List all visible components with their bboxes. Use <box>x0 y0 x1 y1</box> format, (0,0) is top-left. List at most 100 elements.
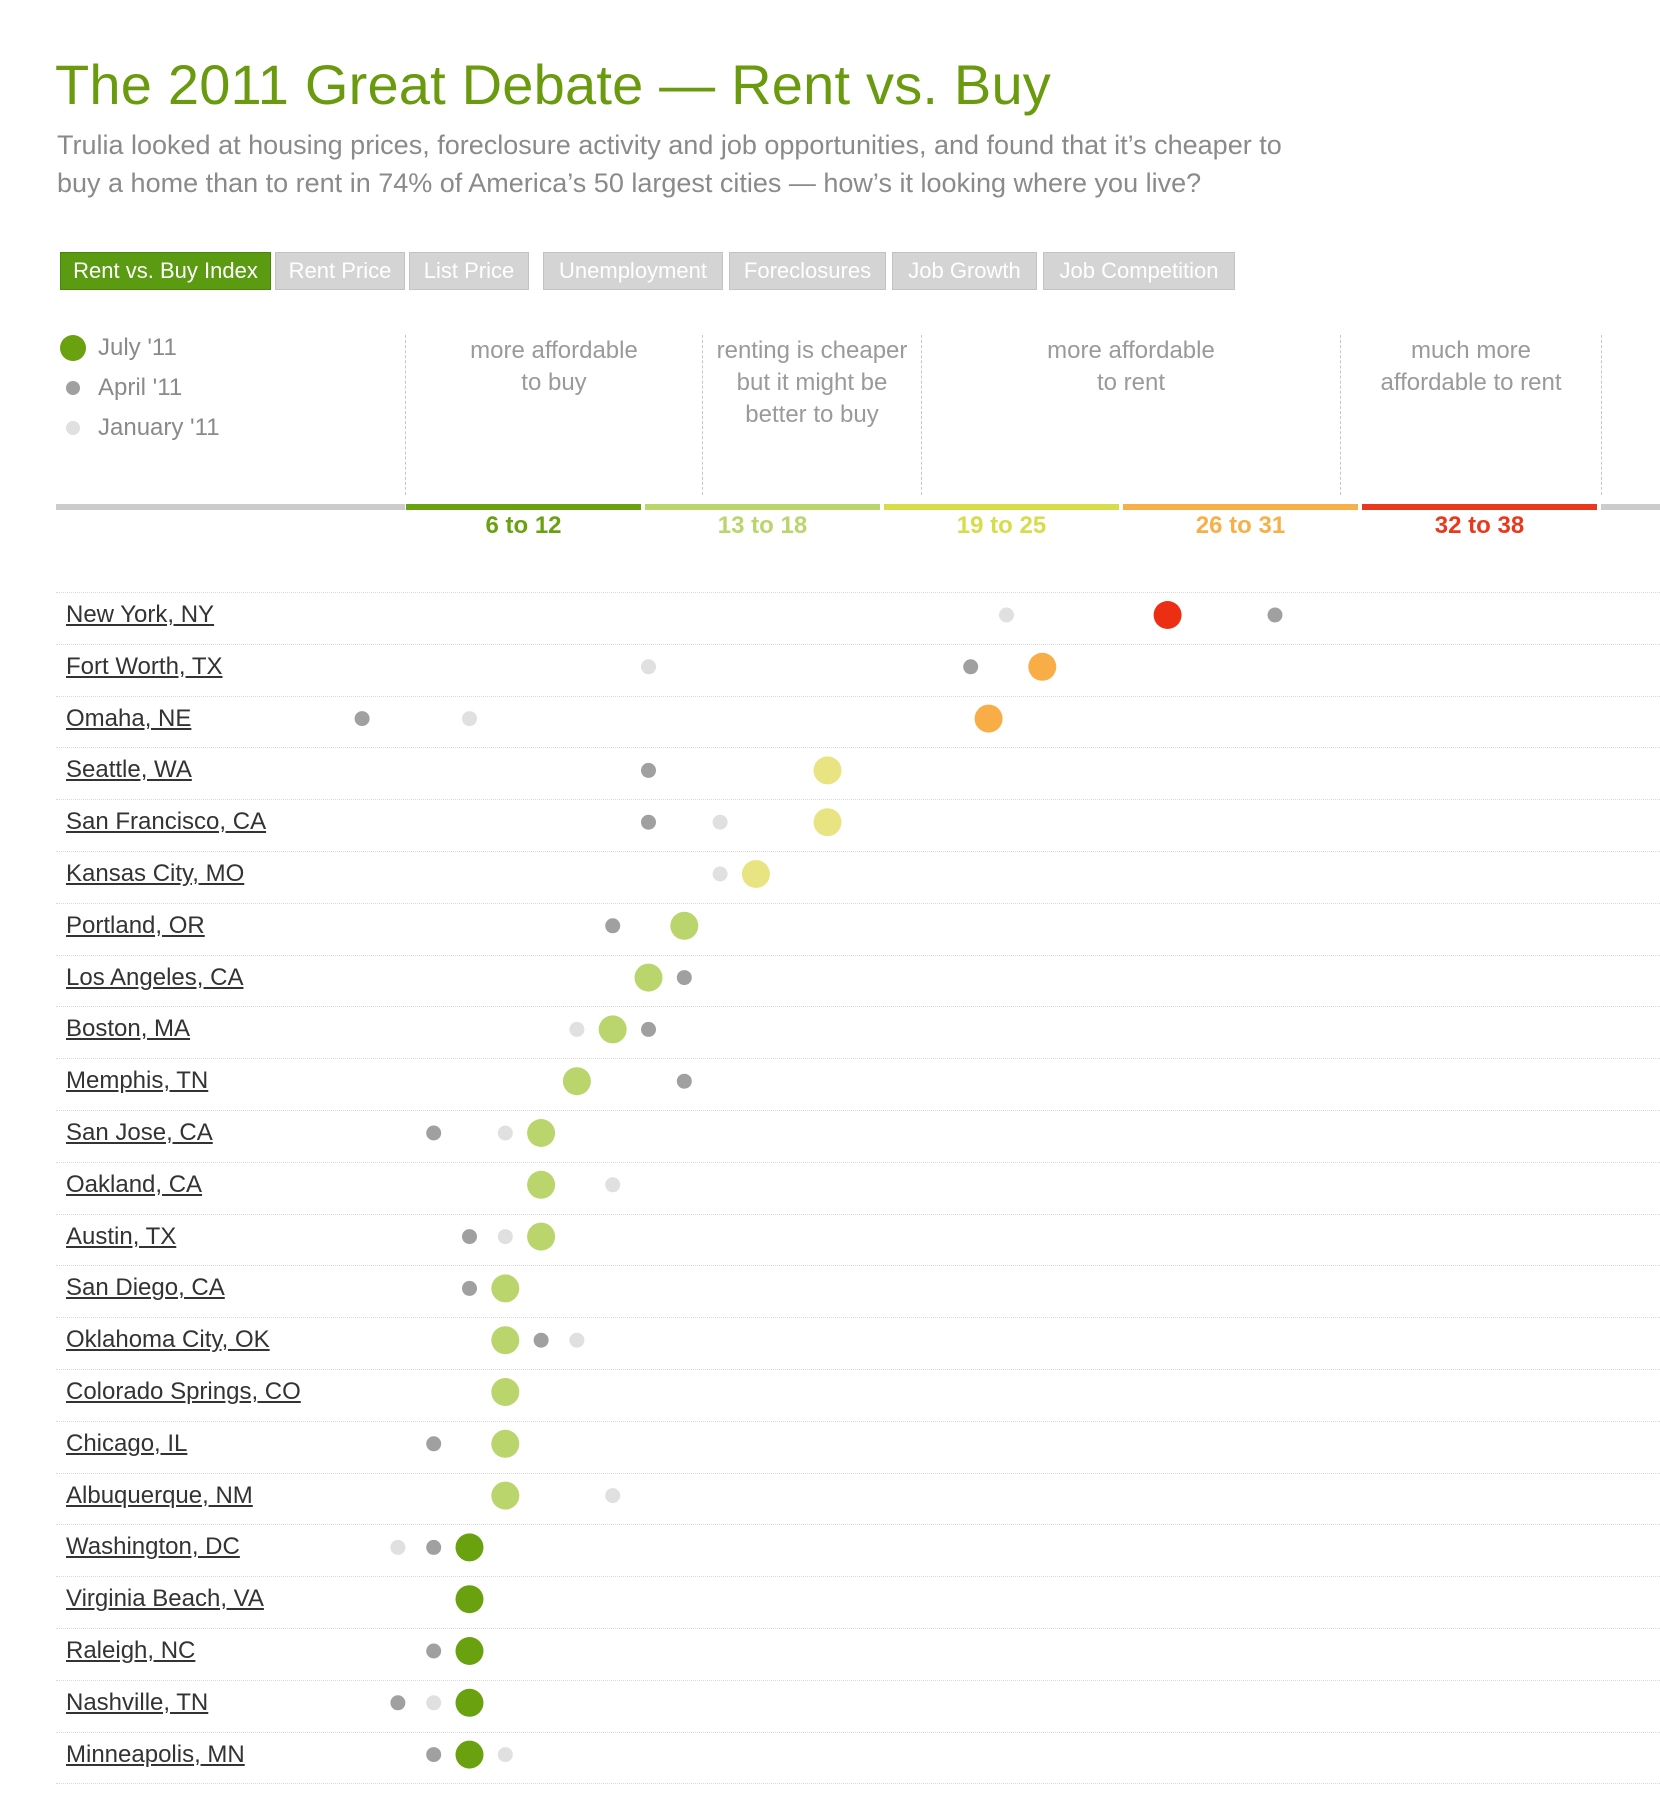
point-april-san-francisco-ca[interactable] <box>641 814 656 830</box>
city-link-omaha-ne[interactable]: Omaha, NE <box>66 704 192 732</box>
category-label-line: but it might be <box>736 369 888 396</box>
point-july-colorado-springs-co[interactable] <box>491 1378 520 1406</box>
point-april-oklahoma-city-ok[interactable] <box>533 1332 549 1348</box>
point-april-omaha-ne[interactable] <box>354 711 370 727</box>
point-april-memphis-tn[interactable] <box>676 1073 692 1089</box>
point-january-oklahoma-city-ok[interactable] <box>569 1332 585 1348</box>
point-april-san-jose-ca[interactable] <box>426 1125 442 1141</box>
point-july-austin-tx[interactable] <box>527 1222 556 1251</box>
point-january-minneapolis-mn[interactable] <box>497 1747 513 1763</box>
point-april-new-york-ny[interactable] <box>1267 607 1283 623</box>
city-link-minneapolis-mn[interactable]: Minneapolis, MN <box>66 1740 245 1768</box>
point-april-austin-tx[interactable] <box>462 1229 477 1245</box>
point-july-los-angeles-ca[interactable] <box>634 963 663 992</box>
city-link-raleigh-nc[interactable]: Raleigh, NC <box>66 1637 196 1664</box>
point-april-washington-dc[interactable] <box>426 1539 442 1555</box>
city-link-memphis-tn[interactable]: Memphis, TN <box>66 1067 209 1095</box>
point-january-fort-worth-tx[interactable] <box>641 659 656 675</box>
point-july-boston-ma[interactable] <box>598 1015 627 1044</box>
point-january-omaha-ne[interactable] <box>462 711 477 727</box>
row-divider <box>56 1576 1660 1578</box>
tab-unemployment[interactable]: Unemployment <box>543 252 723 290</box>
city-link-colorado-springs-co[interactable]: Colorado Springs, CO <box>66 1378 301 1405</box>
tab-rent-price[interactable]: Rent Price <box>275 252 405 290</box>
city-link-portland-or[interactable]: Portland, OR <box>66 911 205 939</box>
city-link-nashville-tn[interactable]: Nashville, TN <box>66 1688 209 1716</box>
point-april-san-diego-ca[interactable] <box>462 1280 477 1296</box>
row-divider <box>56 643 1660 645</box>
point-january-san-jose-ca[interactable] <box>497 1125 513 1141</box>
range-label-19-25: 19 to 25 <box>956 512 1047 539</box>
range-label-32-38: 32 to 38 <box>1434 512 1525 539</box>
city-link-chicago-il[interactable]: Chicago, IL <box>66 1429 188 1457</box>
point-july-raleigh-nc[interactable] <box>455 1637 484 1665</box>
point-july-memphis-tn[interactable] <box>562 1067 591 1096</box>
city-link-washington-dc[interactable]: Washington, DC <box>66 1533 240 1561</box>
point-april-chicago-il[interactable] <box>426 1436 442 1452</box>
city-link-seattle-wa[interactable]: Seattle, WA <box>66 756 192 784</box>
point-july-new-york-ny[interactable] <box>1153 601 1182 629</box>
city-link-san-diego-ca[interactable]: San Diego, CA <box>66 1274 225 1302</box>
point-july-san-francisco-ca[interactable] <box>813 808 842 837</box>
point-july-chicago-il[interactable] <box>491 1429 520 1458</box>
tab-list-price[interactable]: List Price <box>409 252 529 290</box>
page-subtitle: Trulia looked at housing prices, foreclo… <box>57 126 1457 202</box>
point-april-minneapolis-mn[interactable] <box>426 1747 442 1763</box>
point-july-virginia-beach-va[interactable] <box>455 1585 484 1614</box>
point-july-minneapolis-mn[interactable] <box>455 1740 484 1769</box>
point-april-portland-or[interactable] <box>605 918 621 934</box>
point-april-raleigh-nc[interactable] <box>426 1643 442 1659</box>
point-july-oklahoma-city-ok[interactable] <box>491 1326 520 1355</box>
point-july-seattle-wa[interactable] <box>813 756 842 785</box>
row-divider <box>56 1317 1660 1319</box>
point-april-nashville-tn[interactable] <box>390 1695 406 1711</box>
point-july-san-jose-ca[interactable] <box>527 1119 556 1147</box>
point-january-boston-ma[interactable] <box>569 1021 585 1037</box>
category-label-line: better to buy <box>745 401 879 428</box>
city-link-kansas-city-mo[interactable]: Kansas City, MO <box>66 860 245 887</box>
category-label-line: much more <box>1410 337 1532 364</box>
city-link-fort-worth-tx[interactable]: Fort Worth, TX <box>66 652 223 680</box>
row-divider <box>56 1679 1660 1681</box>
point-july-portland-or[interactable] <box>670 911 699 940</box>
point-april-seattle-wa[interactable] <box>641 762 656 778</box>
row-divider <box>56 1161 1660 1163</box>
point-july-albuquerque-nm[interactable] <box>491 1481 520 1510</box>
city-link-boston-ma[interactable]: Boston, MA <box>66 1015 191 1043</box>
point-april-fort-worth-tx[interactable] <box>963 659 979 675</box>
city-link-san-francisco-ca[interactable]: San Francisco, CA <box>66 808 267 836</box>
point-january-new-york-ny[interactable] <box>999 607 1014 623</box>
point-january-san-francisco-ca[interactable] <box>712 814 728 830</box>
city-link-albuquerque-nm[interactable]: Albuquerque, NM <box>66 1481 253 1509</box>
tab-rent-vs-buy-index[interactable]: Rent vs. Buy Index <box>60 252 271 290</box>
tab-foreclosures[interactable]: Foreclosures <box>729 252 886 290</box>
point-july-nashville-tn[interactable] <box>455 1688 484 1717</box>
point-january-albuquerque-nm[interactable] <box>605 1488 621 1504</box>
point-january-nashville-tn[interactable] <box>426 1695 442 1711</box>
tab-job-growth[interactable]: Job Growth <box>892 252 1037 290</box>
point-april-los-angeles-ca[interactable] <box>676 970 692 986</box>
tab-job-competition[interactable]: Job Competition <box>1043 252 1235 290</box>
row-divider <box>56 1420 1660 1422</box>
city-link-san-jose-ca[interactable]: San Jose, CA <box>66 1119 213 1146</box>
city-link-oakland-ca[interactable]: Oakland, CA <box>66 1170 203 1198</box>
city-link-virginia-beach-va[interactable]: Virginia Beach, VA <box>66 1585 264 1613</box>
row-divider <box>56 851 1660 852</box>
city-link-los-angeles-ca[interactable]: Los Angeles, CA <box>66 963 244 991</box>
point-january-austin-tx[interactable] <box>497 1229 513 1245</box>
city-link-austin-tx[interactable]: Austin, TX <box>66 1222 177 1250</box>
point-january-washington-dc[interactable] <box>390 1539 406 1555</box>
point-july-fort-worth-tx[interactable] <box>1028 652 1057 681</box>
point-july-washington-dc[interactable] <box>455 1533 484 1562</box>
city-link-new-york-ny[interactable]: New York, NY <box>66 601 215 628</box>
point-july-kansas-city-mo[interactable] <box>741 860 770 888</box>
row-divider <box>56 799 1660 801</box>
point-april-boston-ma[interactable] <box>641 1021 656 1037</box>
city-link-oklahoma-city-ok[interactable]: Oklahoma City, OK <box>66 1326 270 1354</box>
point-january-kansas-city-mo[interactable] <box>712 866 728 882</box>
point-july-san-diego-ca[interactable] <box>491 1274 520 1303</box>
point-july-omaha-ne[interactable] <box>974 704 1003 733</box>
point-january-oakland-ca[interactable] <box>605 1177 621 1193</box>
point-july-oakland-ca[interactable] <box>527 1170 556 1199</box>
